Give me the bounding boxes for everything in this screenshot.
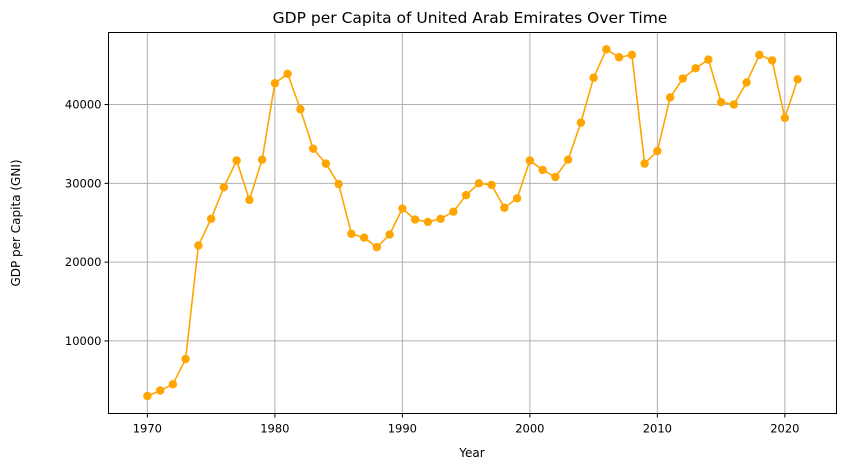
- data-point: [206, 214, 216, 223]
- data-point: [678, 74, 688, 83]
- data-point: [385, 230, 394, 239]
- data-point: [742, 78, 751, 87]
- data-point: [143, 391, 152, 401]
- data-point: [232, 156, 241, 165]
- data-point: [576, 118, 586, 127]
- data-point: [704, 55, 713, 64]
- data-point: [487, 180, 496, 190]
- data-point: [780, 113, 790, 123]
- data-point: [398, 204, 407, 213]
- y-tick-label: 30000: [65, 176, 102, 190]
- series-line: [147, 48, 799, 397]
- x-tick-label: 2010: [643, 422, 672, 436]
- data-point: [423, 217, 433, 227]
- data-point: [449, 207, 458, 216]
- x-tick-label: 1980: [260, 422, 289, 436]
- data-point: [347, 229, 356, 238]
- data-point: [767, 56, 777, 65]
- data-point: [589, 73, 598, 82]
- data-point: [716, 97, 726, 107]
- y-axis-label: GDP per Capita (GNI): [9, 159, 23, 286]
- data-point: [551, 172, 560, 182]
- data-point: [155, 386, 165, 395]
- chart-title: GDP per Capita of United Arab Emirates O…: [273, 9, 668, 27]
- data-point: [614, 53, 624, 62]
- data-point: [257, 155, 267, 164]
- data-point: [627, 50, 637, 60]
- data-point: [334, 179, 343, 189]
- data-point: [512, 194, 522, 203]
- data-point: [729, 100, 739, 109]
- data-point: [653, 146, 662, 156]
- y-tick-label: 20000: [65, 255, 102, 269]
- data-point: [321, 159, 331, 168]
- x-tick-label: 2000: [515, 422, 544, 436]
- data-point: [640, 159, 649, 168]
- data-point: [461, 190, 471, 200]
- x-tick-label: 1970: [133, 422, 162, 436]
- grid: [108, 32, 837, 414]
- data-point: [665, 93, 675, 102]
- data-point: [168, 380, 178, 389]
- plot-frame: [108, 32, 837, 414]
- data-point: [691, 64, 700, 73]
- data-point: [359, 233, 369, 242]
- data-point: [563, 155, 573, 164]
- data-point: [755, 50, 764, 60]
- y-tick-label: 40000: [65, 98, 102, 112]
- data-point: [372, 242, 382, 252]
- data-series: [143, 45, 802, 401]
- y-tick-label: 10000: [65, 334, 102, 348]
- data-point: [525, 156, 535, 165]
- data-point: [296, 105, 305, 114]
- data-point: [500, 203, 509, 212]
- x-axis-label: Year: [458, 446, 484, 460]
- data-point: [194, 241, 203, 250]
- data-point: [474, 179, 484, 188]
- x-tick-label: 1990: [388, 422, 417, 436]
- data-point: [538, 165, 547, 175]
- data-point: [283, 69, 292, 78]
- data-point: [793, 75, 802, 84]
- data-point: [181, 354, 190, 364]
- data-point: [270, 79, 280, 88]
- data-point: [602, 45, 611, 54]
- data-point: [410, 215, 420, 224]
- data-point: [436, 214, 445, 223]
- data-point: [219, 183, 229, 192]
- data-point: [245, 195, 254, 205]
- data-point: [308, 144, 318, 153]
- axis-ticks: 1970 1980 1990 2000 2010 2020 10000 20000 30000 4…: [65, 98, 800, 436]
- x-tick-label: 2020: [770, 422, 799, 436]
